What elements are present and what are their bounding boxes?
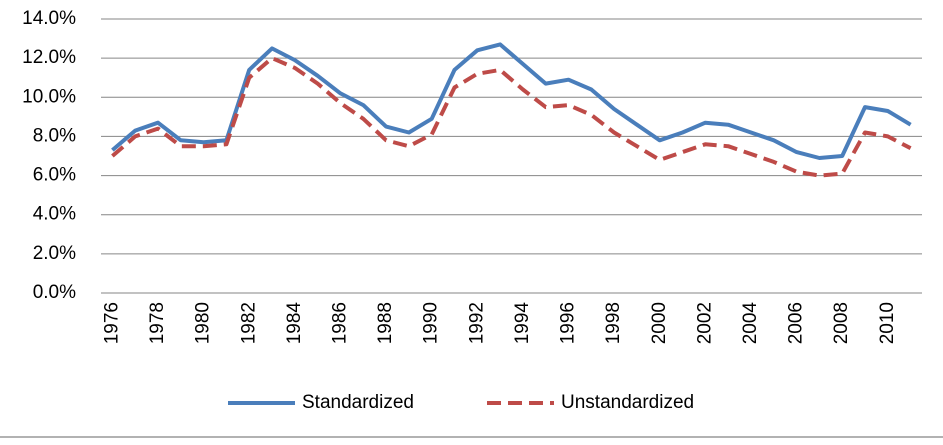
x-tick-label: 2000 xyxy=(649,302,670,344)
x-tick-label: 1984 xyxy=(284,302,305,345)
x-tick-label: 2004 xyxy=(740,302,761,345)
x-tick-label: 1996 xyxy=(558,302,579,344)
y-tick-label: 4.0% xyxy=(33,204,76,225)
x-tick-label: 2002 xyxy=(694,302,715,344)
y-tick-label: 14.0% xyxy=(22,8,76,29)
x-tick-label: 1998 xyxy=(603,302,624,344)
x-tick-label: 1976 xyxy=(101,302,122,344)
x-tick-label: 1994 xyxy=(512,302,533,345)
y-tick-label: 12.0% xyxy=(22,47,76,68)
y-tick-label: 8.0% xyxy=(33,125,76,146)
legend-label: Unstandardized xyxy=(561,392,694,413)
x-tick-label: 1990 xyxy=(421,302,442,344)
y-tick-label: 10.0% xyxy=(22,86,76,107)
x-tick-label: 1982 xyxy=(238,302,259,344)
x-tick-label: 2006 xyxy=(786,302,807,344)
x-tick-label: 1986 xyxy=(329,302,350,344)
data-line xyxy=(111,56,912,178)
x-tick-label: 2010 xyxy=(877,302,898,344)
y-tick-label: 2.0% xyxy=(33,243,76,264)
data-line xyxy=(111,42,912,160)
x-tick-label: 1980 xyxy=(193,302,214,344)
x-tick-label: 1988 xyxy=(375,302,396,344)
y-tick-label: 0.0% xyxy=(33,282,76,303)
x-tick-label: 2008 xyxy=(831,302,852,344)
x-tick-label: 1978 xyxy=(147,302,168,344)
legend-label: Standardized xyxy=(302,392,414,413)
y-tick-label: 6.0% xyxy=(33,165,76,186)
x-tick-label: 1992 xyxy=(466,302,487,344)
